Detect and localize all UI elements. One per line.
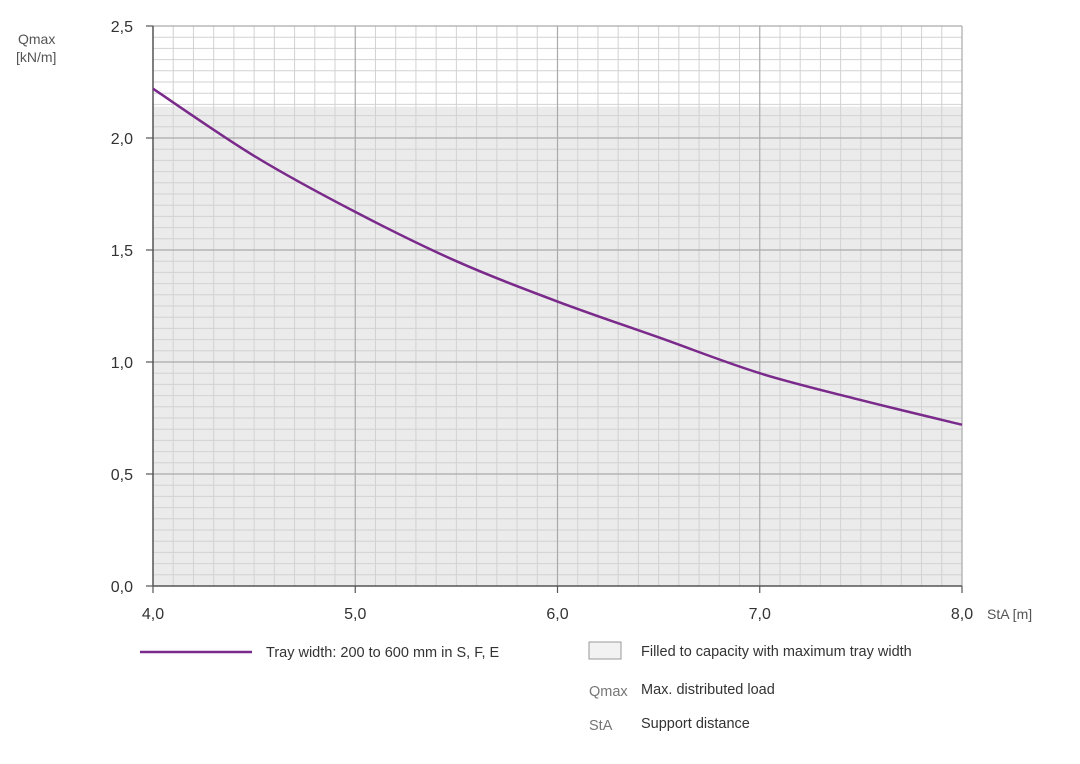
x-tick-label: 4,0: [142, 606, 164, 623]
legend-qmax-abbr: Qmax: [589, 684, 628, 700]
x-axis-title: StA [m]: [987, 606, 1032, 622]
x-tick-label: 8,0: [951, 606, 973, 623]
y-tick-label: 2,5: [111, 19, 133, 36]
legend-qmax-desc: Max. distributed load: [641, 682, 775, 698]
y-tick-labels: 0,0 0,5 1,0 1,5 2,0 2,5: [111, 19, 133, 596]
legend-sta-desc: Support distance: [641, 716, 750, 732]
x-tick-labels: 4,0 5,0 6,0 7,0 8,0: [142, 606, 973, 623]
y-tick-label: 0,5: [111, 467, 133, 484]
x-tick-label: 6,0: [546, 606, 568, 623]
y-tick-label: 2,0: [111, 131, 133, 148]
legend-sta-abbr: StA: [589, 718, 613, 734]
legend-fill-label: Filled to capacity with maximum tray wid…: [641, 644, 912, 660]
series-line-tray-width: [152, 87, 963, 426]
x-tick-label: 5,0: [344, 606, 366, 623]
y-axis-title-line1: Qmax: [18, 31, 55, 47]
legend-fill-swatch: [588, 641, 622, 660]
x-tick-label: 7,0: [749, 606, 771, 623]
y-tick-label: 0,0: [111, 579, 133, 596]
axes: [146, 25, 963, 593]
y-tick-label: 1,5: [111, 243, 133, 260]
major-grid: [153, 25, 963, 586]
y-axis-title-line2: [kN/m]: [16, 49, 56, 65]
y-tick-label: 1,0: [111, 355, 133, 372]
legend-line-label: Tray width: 200 to 600 mm in S, F, E: [266, 645, 499, 661]
